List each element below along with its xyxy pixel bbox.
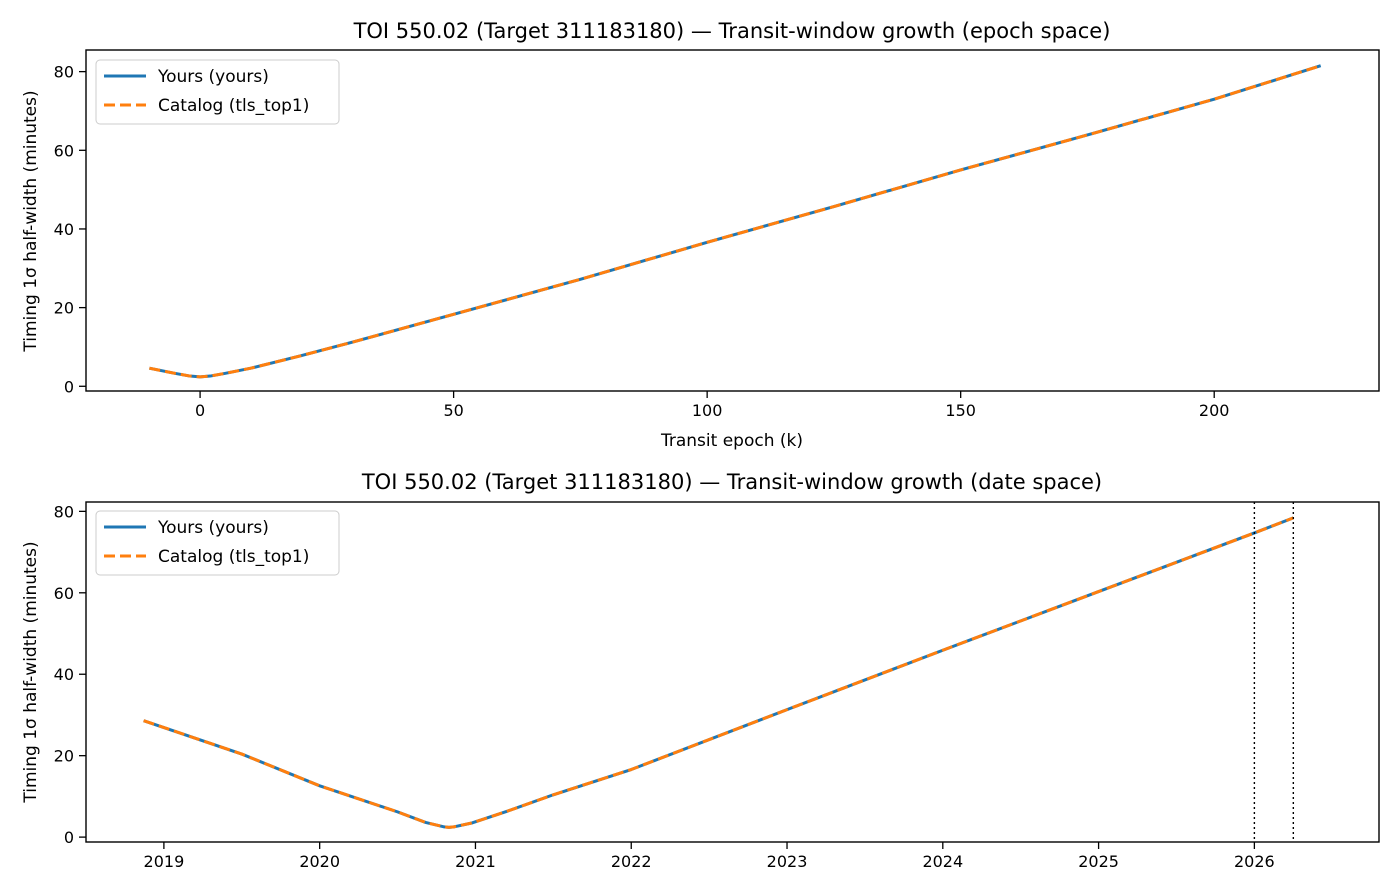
chart-panel-epoch: TOI 550.02 (Target 311183180) — Transit-… — [21, 19, 1380, 451]
chart-panel-date: TOI 550.02 (Target 311183180) — Transit-… — [21, 470, 1380, 871]
y-axis-label: Timing 1σ half-width (minutes) — [21, 541, 41, 803]
y-tick-label: 80 — [54, 63, 74, 82]
y-tick-label: 20 — [54, 747, 74, 766]
x-tick-label: 50 — [443, 401, 463, 420]
legend-label-catalog: Catalog (tls_top1) — [158, 96, 309, 116]
plot-frame — [85, 49, 1380, 392]
x-tick-label: 2024 — [922, 852, 963, 871]
x-tick-label: 2023 — [767, 852, 808, 871]
plot-frame — [85, 501, 1380, 843]
y-tick-label: 80 — [54, 502, 74, 521]
x-tick-label: 2022 — [611, 852, 652, 871]
x-tick-label: 0 — [195, 401, 205, 420]
y-tick-label: 40 — [54, 665, 74, 684]
x-tick-label: 200 — [1199, 401, 1230, 420]
legend-label-yours: Yours (yours) — [157, 518, 269, 538]
y-axis-label: Timing 1σ half-width (minutes) — [21, 90, 41, 352]
x-axis-label: Transit epoch (k) — [660, 431, 803, 451]
series-layer — [143, 516, 1294, 829]
x-tick-label: 2020 — [299, 852, 340, 871]
y-tick-label: 0 — [64, 377, 74, 396]
ticks-layer: 2019 2020 2021 2022 2023 2024 2025 2026 0 20 40 60 8… — [54, 502, 1275, 871]
series-line-catalog — [143, 516, 1294, 829]
x-tick-label: 100 — [692, 401, 723, 420]
ticks-layer: 0 50 100 150 200 0 20 40 60 80 — [54, 63, 1230, 420]
x-tick-label: 2021 — [455, 852, 496, 871]
x-tick-label: 2025 — [1078, 852, 1119, 871]
legend-box — [95, 510, 340, 576]
series-line-catalog — [149, 64, 1322, 379]
chart-title: TOI 550.02 (Target 311183180) — Transit-… — [353, 19, 1111, 43]
y-tick-label: 40 — [54, 220, 74, 239]
x-tick-label: 2019 — [144, 852, 185, 871]
y-tick-label: 60 — [54, 584, 74, 603]
legend-label-catalog: Catalog (tls_top1) — [158, 547, 309, 567]
chart-title: TOI 550.02 (Target 311183180) — Transit-… — [361, 470, 1102, 494]
series-layer — [149, 64, 1322, 379]
x-tick-label: 2026 — [1234, 852, 1275, 871]
legend-label-yours: Yours (yours) — [157, 67, 269, 87]
legend-box — [95, 59, 340, 125]
y-tick-label: 0 — [64, 828, 74, 847]
x-tick-label: 150 — [945, 401, 976, 420]
y-tick-label: 20 — [54, 299, 74, 318]
y-tick-label: 60 — [54, 141, 74, 160]
legend: Yours (yours) Catalog (tls_top1) — [95, 59, 340, 125]
vline-layer — [1253, 502, 1295, 842]
legend: Yours (yours) Catalog (tls_top1) — [95, 510, 340, 576]
